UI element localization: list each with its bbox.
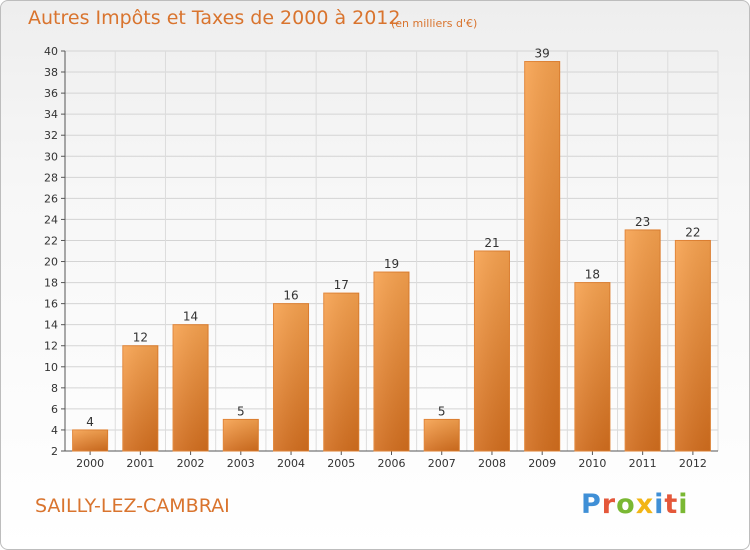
y-tick-label: 32	[44, 129, 58, 142]
y-tick-label: 22	[44, 234, 58, 247]
y-tick-label: 40	[44, 45, 58, 58]
proxiti-logo: Proxiti	[581, 489, 689, 520]
data-label: 23	[635, 215, 650, 229]
y-tick-label: 14	[44, 319, 58, 332]
data-label: 19	[384, 257, 399, 271]
data-label: 14	[183, 310, 198, 324]
y-tick-label: 28	[44, 171, 58, 184]
x-tick-label: 2004	[277, 457, 305, 470]
logo-letter: o	[616, 489, 636, 520]
y-tick-label: 16	[44, 298, 58, 311]
data-label: 22	[685, 225, 700, 239]
data-label: 18	[585, 268, 600, 282]
x-tick-label: 2000	[76, 457, 104, 470]
data-label: 5	[237, 404, 245, 418]
logo-letter: x	[635, 489, 655, 520]
y-tick-label: 6	[51, 403, 58, 416]
logo-letter: r	[601, 489, 617, 520]
data-label: 17	[334, 278, 349, 292]
y-tick-label: 10	[44, 361, 58, 374]
bar-shade	[374, 272, 409, 451]
data-label: 5	[438, 404, 446, 418]
x-tick-label: 2006	[378, 457, 406, 470]
y-tick-label: 24	[44, 213, 58, 226]
x-tick-label: 2011	[629, 457, 657, 470]
bar-shade	[273, 303, 309, 451]
x-tick-label: 2007	[428, 457, 456, 470]
y-tick-label: 38	[44, 66, 58, 79]
y-tick-label: 30	[44, 150, 58, 163]
y-tick-label: 12	[44, 340, 58, 353]
bar-shade	[424, 419, 460, 451]
data-label: 39	[535, 47, 550, 61]
logo-letter: i	[654, 489, 665, 520]
bar-shade	[122, 345, 158, 451]
y-tick-label: 26	[44, 192, 58, 205]
x-tick-label: 2001	[126, 457, 154, 470]
bar-shade	[524, 61, 560, 452]
data-label: 21	[484, 236, 499, 250]
bar-shade	[625, 229, 661, 451]
bar-shade	[474, 251, 510, 451]
y-tick-label: 8	[51, 382, 58, 395]
x-tick-label: 2002	[177, 457, 205, 470]
bar-shade	[323, 293, 359, 451]
x-tick-label: 2005	[327, 457, 355, 470]
y-tick-label: 34	[44, 108, 58, 121]
commune-name: SAILLY-LEZ-CAMBRAI	[35, 495, 230, 517]
chart-title: Autres Impôts et Taxes de 2000 à 2012	[28, 7, 401, 29]
x-tick-label: 2003	[227, 457, 255, 470]
bar-shade	[675, 240, 711, 451]
y-tick-label: 36	[44, 87, 58, 100]
bar-shade	[574, 282, 610, 451]
x-tick-label: 2008	[478, 457, 506, 470]
y-tick-label: 20	[44, 256, 58, 269]
x-tick-label: 2009	[528, 457, 556, 470]
logo-letter: P	[581, 489, 602, 520]
data-label: 12	[133, 331, 148, 345]
bar-shade	[223, 419, 259, 451]
data-label: 16	[283, 289, 298, 303]
y-tick-label: 2	[51, 445, 58, 458]
logo-letter: t	[664, 489, 679, 520]
data-label: 4	[86, 415, 94, 429]
x-tick-label: 2012	[679, 457, 707, 470]
bar-shade	[72, 429, 108, 451]
logo-letter: i	[678, 489, 689, 520]
bar-shade	[173, 324, 209, 451]
y-tick-label: 4	[51, 424, 58, 437]
chart-subtitle: (en milliers d'€)	[391, 17, 478, 30]
x-tick-label: 2010	[578, 457, 606, 470]
y-tick-label: 18	[44, 277, 58, 290]
